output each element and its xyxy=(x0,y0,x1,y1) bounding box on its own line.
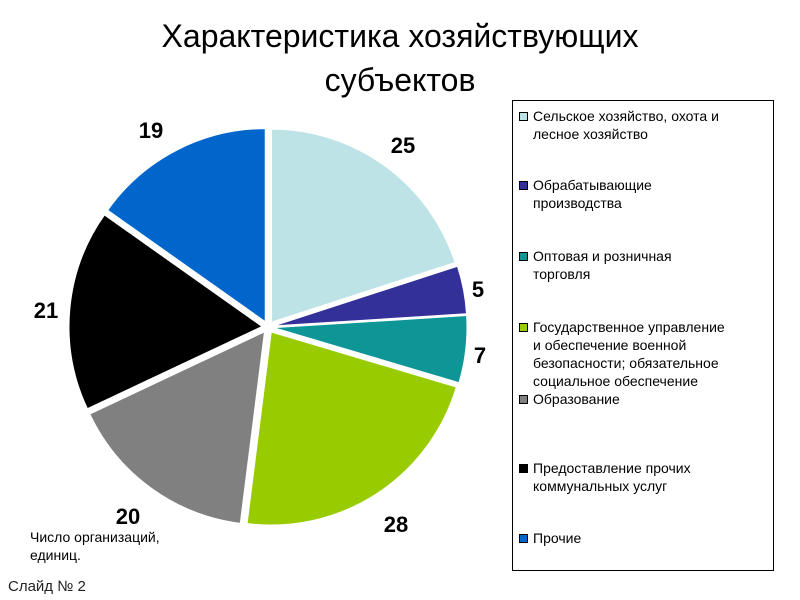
legend-label-line: Государственное управление xyxy=(533,319,725,335)
legend-label-line: Образование xyxy=(533,391,620,407)
data-label-7: 19 xyxy=(139,118,163,143)
legend-swatch-3 xyxy=(519,252,528,261)
legend-label-3: Оптовая и розничная торговля xyxy=(533,247,771,283)
legend-item-6: Предоставление прочих коммунальных услуг xyxy=(519,459,771,495)
legend-label-line: Оптовая и розничная xyxy=(533,248,672,264)
legend-label-line: торговля xyxy=(533,266,591,282)
chart-title-line-2: субъектов xyxy=(324,62,476,98)
chart-caption-line-2: единиц. xyxy=(30,547,81,563)
legend-swatch-7 xyxy=(519,534,528,543)
chart-title: Характеристика хозяйствующих субъектов xyxy=(100,14,700,102)
chart-legend: Сельское хозяйство, охота и лесное хозяйс… xyxy=(512,100,774,571)
legend-label-line: Обрабатывающие xyxy=(533,177,652,193)
data-label-2: 5 xyxy=(472,277,484,302)
pie-slice-6 xyxy=(68,214,264,410)
pie-slice-7 xyxy=(106,128,266,323)
data-label-6: 21 xyxy=(34,298,58,323)
legend-item-5: Образование xyxy=(519,390,771,408)
legend-label-line: Сельское хозяйство, охота и xyxy=(533,108,719,124)
chart-title-line-1: Характеристика хозяйствующих xyxy=(161,18,639,54)
legend-label-line: Предоставление прочих xyxy=(533,460,691,476)
legend-label-line: и обеспечение военной xyxy=(533,337,687,353)
legend-item-1: Сельское хозяйство, охота и лесное хозяйс… xyxy=(519,107,771,143)
legend-label-5: Образование xyxy=(533,390,771,408)
slide-number: Слайд № 2 xyxy=(8,578,86,595)
legend-label-line: лесное хозяйство xyxy=(533,126,648,142)
legend-label-6: Предоставление прочих коммунальных услуг xyxy=(533,459,771,495)
legend-item-2: Обрабатывающие производства xyxy=(519,176,771,212)
pie-slice-5 xyxy=(89,331,266,524)
data-label-5: 20 xyxy=(116,504,140,529)
legend-label-line: производства xyxy=(533,195,622,211)
legend-label-7: Прочие xyxy=(533,529,771,547)
data-label-4: 28 xyxy=(384,512,408,537)
legend-swatch-2 xyxy=(519,181,528,190)
legend-label-line: коммунальных услуг xyxy=(533,478,668,494)
legend-swatch-1 xyxy=(519,112,528,121)
pie-slice-2 xyxy=(273,265,468,327)
legend-item-7: Прочие xyxy=(519,529,771,547)
data-label-1: 25 xyxy=(391,133,415,158)
chart-caption-line-1: Число организаций, xyxy=(30,529,160,545)
legend-label-line: социальное обеспечение xyxy=(533,373,698,389)
legend-swatch-6 xyxy=(519,464,528,473)
legend-item-4: Государственное управление и обеспечение … xyxy=(519,318,771,390)
legend-label-line: Прочие xyxy=(533,530,582,546)
legend-label-2: Обрабатывающие производства xyxy=(533,176,771,212)
data-label-3: 7 xyxy=(474,343,486,368)
legend-label-1: Сельское хозяйство, охота и лесное хозяйс… xyxy=(533,107,771,143)
legend-item-3: Оптовая и розничная торговля xyxy=(519,247,771,283)
pie-slice-1 xyxy=(271,128,456,323)
legend-label-4: Государственное управление и обеспечение … xyxy=(533,318,771,390)
chart-caption: Число организаций, единиц. xyxy=(30,528,160,564)
pie-slice-3 xyxy=(273,315,468,384)
legend-label-line: безопасности; обязательное xyxy=(533,355,719,371)
legend-swatch-5 xyxy=(519,395,528,404)
legend-swatch-4 xyxy=(519,323,528,332)
pie-slice-4 xyxy=(246,331,457,526)
